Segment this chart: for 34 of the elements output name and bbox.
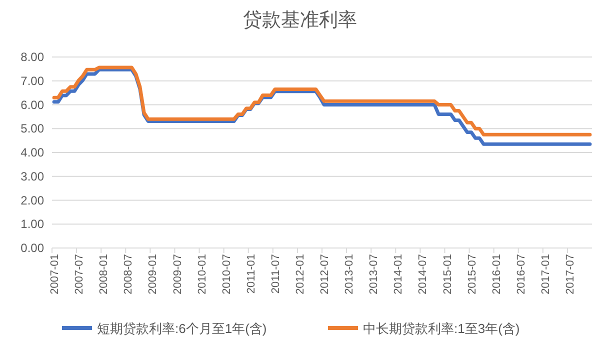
x-tick-label: 2013-07 xyxy=(368,254,380,294)
x-tick-label: 2012-07 xyxy=(319,254,332,294)
y-tick-label: 1.00 xyxy=(20,217,44,232)
x-tick-label: 2009-07 xyxy=(172,254,184,294)
x-tick-label: 2010-07 xyxy=(220,254,233,294)
y-tick-label: 3.00 xyxy=(20,169,44,184)
y-tick-label: 4.00 xyxy=(20,146,44,160)
y-tick-label: 8.00 xyxy=(20,50,44,64)
x-tick-label: 2015-07 xyxy=(466,254,478,294)
x-tick-label: 2009-01 xyxy=(147,254,160,294)
x-tick-label: 2015-01 xyxy=(442,254,454,294)
x-tick-label: 2014-07 xyxy=(417,254,430,294)
x-tick-label: 2016-01 xyxy=(490,254,503,294)
x-tick-label: 2007-07 xyxy=(74,254,86,294)
x-tick-label: 2012-01 xyxy=(294,254,306,294)
x-tick-label: 2011-07 xyxy=(270,254,282,294)
x-tick-label: 2016-07 xyxy=(515,254,528,294)
y-tick-label: 2.00 xyxy=(20,193,44,208)
legend-label: 中长期贷款利率:1至3年(含) xyxy=(363,321,520,336)
x-tick-label: 2008-01 xyxy=(98,254,110,294)
x-tick-label: 2013-01 xyxy=(344,254,356,294)
y-tick-label: 6.00 xyxy=(20,98,44,112)
x-tick-label: 2008-07 xyxy=(122,254,135,294)
y-tick-label: 7.00 xyxy=(20,74,44,88)
y-tick-label: 0.00 xyxy=(20,241,44,255)
y-tick-label: 5.00 xyxy=(20,122,44,136)
x-tick-label: 2017-01 xyxy=(540,254,552,294)
x-tick-label: 2011-01 xyxy=(245,254,258,294)
legend-label: 短期贷款利率:6个月至1年(含) xyxy=(97,321,267,336)
x-tick-label: 2017-07 xyxy=(564,254,576,294)
x-tick-label: 2010-01 xyxy=(196,254,208,294)
x-tick-label: 2007-01 xyxy=(49,254,62,294)
x-tick-label: 2014-01 xyxy=(392,254,405,294)
chart-title: 贷款基准利率 xyxy=(243,9,357,31)
